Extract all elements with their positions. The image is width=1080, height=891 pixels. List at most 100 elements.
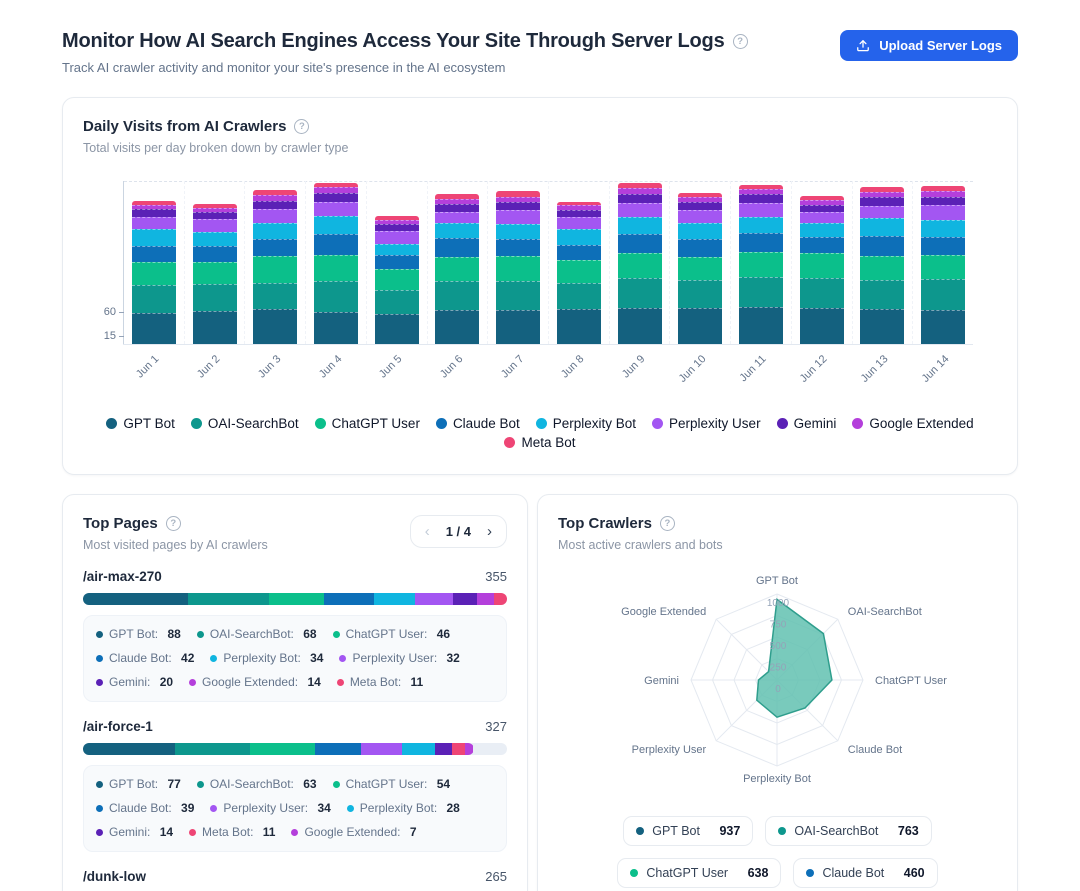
page-path[interactable]: /dunk-low: [83, 869, 146, 884]
stacked-bar-jun-9[interactable]: [617, 183, 662, 344]
bar-segment: [617, 253, 662, 279]
bar-slot: [306, 181, 367, 344]
stacked-bar-jun-8[interactable]: [556, 201, 601, 344]
page-bar-segment: [465, 743, 474, 755]
crawler-count-chip: Perplexity User: 34: [210, 798, 331, 819]
bar-segment: [556, 245, 601, 261]
pagination-next-button[interactable]: ›: [487, 523, 492, 540]
bar-segment: [860, 187, 905, 192]
bar-slot: [367, 181, 428, 344]
bar-segment: [678, 308, 723, 344]
stacked-bar-jun-11[interactable]: [739, 184, 784, 344]
stacked-bar-jun-7[interactable]: [496, 191, 541, 344]
bar-segment: [678, 280, 723, 309]
legend-item[interactable]: Perplexity User: [652, 416, 761, 431]
legend-dot: [535, 418, 547, 429]
bar-segment: [617, 278, 662, 308]
x-axis-label: Jun 3: [255, 353, 284, 381]
crawler-dot: [339, 655, 347, 662]
radar-axis-label: Gemini: [644, 675, 679, 687]
bar-segment: [314, 215, 359, 234]
stacked-bar-jun-10[interactable]: [678, 192, 723, 344]
legend-item[interactable]: ChatGPT User: [314, 416, 420, 431]
stacked-bar-jun-2[interactable]: [192, 204, 237, 344]
bar-segment: [131, 204, 176, 210]
bar-segment: [496, 196, 541, 202]
crawler-count-chip: Perplexity Bot: 34: [210, 648, 323, 669]
crawler-count-chip: Claude Bot: 39: [96, 798, 194, 819]
bar-segment: [131, 209, 176, 217]
upload-server-logs-button[interactable]: Upload Server Logs: [840, 30, 1018, 61]
page-header: Monitor How AI Search Engines Access You…: [62, 30, 1018, 75]
bar-segment: [314, 255, 359, 281]
pagination-prev-button[interactable]: ‹: [424, 523, 430, 540]
crawler-dot: [346, 805, 354, 812]
bar-segment: [192, 284, 237, 311]
stacked-bar-jun-12[interactable]: [799, 195, 844, 344]
crawler-count-chip: Meta Bot: 11: [189, 822, 275, 843]
bar-segment: [739, 306, 784, 344]
x-axis-label: Jun 10: [676, 353, 709, 385]
bar-segment: [921, 205, 966, 221]
bar-slot: [610, 181, 671, 344]
top-pages-title: Top Pages ?: [83, 515, 268, 532]
legend-dot: [435, 418, 447, 429]
bar-segment: [799, 307, 844, 344]
crawler-dot: [96, 631, 103, 638]
stacked-bar-jun-6[interactable]: [435, 194, 480, 344]
bar-segment: [799, 195, 844, 201]
stacked-bar-jun-4[interactable]: [314, 182, 359, 344]
page-bar-segment: [314, 743, 362, 755]
legend-item[interactable]: Perplexity Bot: [535, 416, 636, 431]
page-path[interactable]: /air-force-1: [83, 719, 153, 734]
bar-slot: [488, 181, 550, 344]
bar-segment: [192, 207, 237, 213]
bar-segment: [131, 245, 176, 262]
bar-segment: [860, 308, 905, 344]
radar-tick-label: 250: [770, 663, 787, 674]
page-total: 355: [485, 569, 507, 584]
help-icon[interactable]: ?: [659, 516, 675, 531]
help-icon[interactable]: ?: [732, 34, 748, 49]
bar-slot: [670, 181, 732, 344]
page-bar-segment: [435, 743, 452, 755]
bar-segment: [496, 209, 541, 225]
crawler-total-chip[interactable]: GPT Bot 937: [623, 816, 754, 846]
upload-icon: [856, 39, 870, 53]
bar-segment: [799, 277, 844, 308]
bar-segment: [617, 216, 662, 235]
stacked-bar-jun-13[interactable]: [860, 187, 905, 344]
upload-button-label: Upload Server Logs: [879, 38, 1002, 53]
legend-item[interactable]: OAI-SearchBot: [190, 416, 299, 431]
radar-axis-label: GPT Bot: [756, 575, 798, 587]
bar-segment: [678, 196, 723, 202]
bar-slot: [185, 181, 246, 344]
x-axis-label: Jun 4: [316, 353, 345, 381]
help-icon[interactable]: ?: [165, 516, 181, 531]
crawler-total-chip[interactable]: OAI-SearchBot 763: [765, 816, 932, 846]
bar-segment: [799, 200, 844, 205]
bar-slot: [913, 181, 973, 344]
stacked-bar-jun-14[interactable]: [921, 186, 966, 344]
bar-segment: [739, 233, 784, 252]
legend-item[interactable]: GPT Bot: [106, 416, 175, 431]
stacked-bar-jun-3[interactable]: [253, 190, 298, 344]
page-row: /air-max-270 355 GPT Bot: 88 OAI-SearchBot:…: [83, 569, 507, 702]
legend-item[interactable]: Gemini: [776, 416, 836, 431]
stacked-bar-jun-1[interactable]: [131, 200, 176, 344]
legend-item[interactable]: Google Extended: [852, 416, 974, 431]
radar-series-polygon[interactable]: [756, 598, 833, 719]
crawler-dot: [806, 869, 815, 877]
legend-item[interactable]: Meta Bot: [504, 435, 576, 450]
crawler-count-chip: Claude Bot: 42: [96, 648, 194, 669]
bar-segment: [435, 257, 480, 281]
crawler-total-chip[interactable]: Claude Bot 460: [793, 858, 938, 888]
crawler-total-chip[interactable]: ChatGPT User 638: [617, 858, 782, 888]
help-icon[interactable]: ?: [294, 119, 310, 134]
bar-segment: [314, 233, 359, 256]
crawler-dot: [96, 781, 103, 788]
page-path[interactable]: /air-max-270: [83, 569, 162, 584]
stacked-bar-jun-5[interactable]: [374, 216, 419, 344]
legend-dot: [314, 418, 326, 429]
legend-item[interactable]: Claude Bot: [435, 416, 520, 431]
